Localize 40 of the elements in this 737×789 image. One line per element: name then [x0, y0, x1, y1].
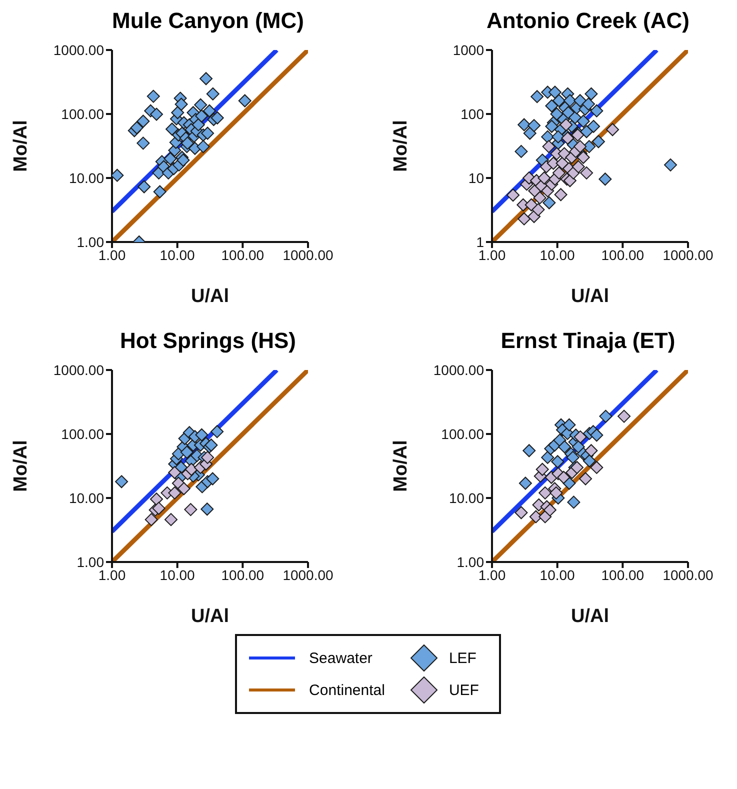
chart-title: Mule Canyon (MC)	[111, 8, 305, 35]
y-tick-label: 10.00	[68, 170, 104, 186]
x-tick-label: 1000.00	[282, 566, 334, 583]
legend-label: LEF	[448, 650, 476, 666]
legend-label: Seawater	[309, 650, 372, 666]
x-tick-label: 10.00	[160, 566, 196, 583]
x-axis-title: U/Al	[191, 606, 229, 627]
chart-title: Antonio Creek (AC)	[486, 8, 690, 35]
x-tick-label: 100.00	[221, 246, 264, 263]
x-axis-title: U/Al	[571, 606, 609, 627]
x-tick-label: 1000.00	[662, 566, 714, 583]
x-tick-label: 10.00	[540, 246, 576, 263]
y-tick-label: 100.00	[61, 106, 104, 122]
y-tick-label: 1000.00	[53, 42, 104, 58]
x-tick-label: 100.00	[601, 246, 644, 263]
x-tick-label: 10.00	[540, 566, 576, 583]
x-tick-label: 1000.00	[662, 246, 714, 263]
y-axis-title: Mo/Al	[390, 120, 412, 172]
y-tick-label: 1000.00	[433, 362, 484, 378]
legend-label: UEF	[448, 682, 479, 698]
x-tick-label: 100.00	[601, 566, 644, 583]
y-tick-label: 10.00	[448, 490, 484, 506]
y-tick-label: 1000	[452, 42, 484, 58]
x-tick-label: 1000.00	[282, 246, 334, 263]
y-axis-title: Mo/Al	[10, 440, 32, 492]
y-axis-title: Mo/Al	[390, 440, 412, 492]
x-axis-title: U/Al	[571, 286, 609, 307]
y-tick-label: 10	[468, 170, 484, 186]
x-tick-label: 10.00	[160, 246, 196, 263]
y-tick-label: 100	[460, 106, 484, 122]
y-axis-title: Mo/Al	[10, 120, 32, 172]
y-tick-label: 1000.00	[53, 362, 104, 378]
chart-title: Hot Springs (HS)	[119, 328, 297, 355]
x-tick-label: 100.00	[221, 566, 264, 583]
y-tick-label: 100.00	[61, 426, 104, 442]
legend-label: Continental	[309, 682, 385, 698]
x-axis-title: U/Al	[191, 286, 229, 307]
y-tick-label: 10.00	[68, 490, 104, 506]
y-tick-label: 100.00	[441, 426, 484, 442]
chart-title: Ernst Tinaja (ET)	[500, 328, 676, 355]
